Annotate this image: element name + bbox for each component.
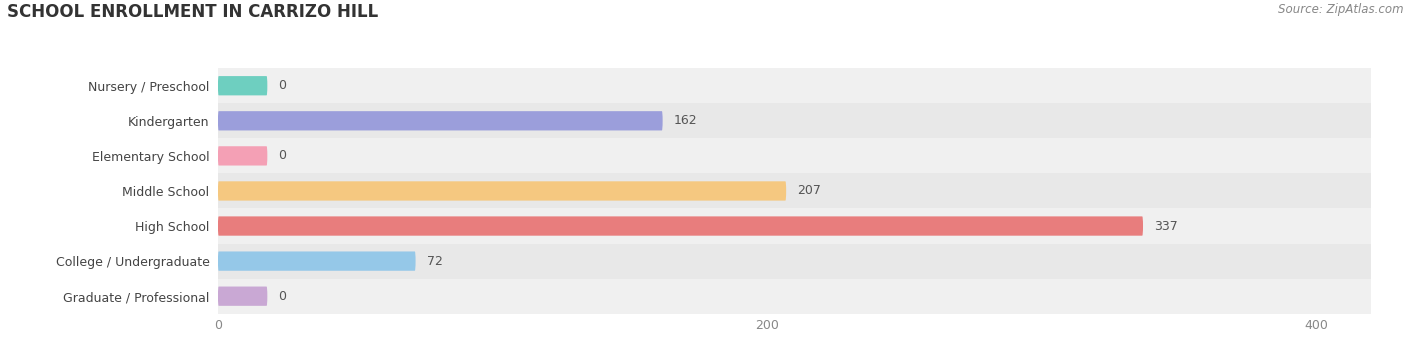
Bar: [218, 138, 1371, 174]
Text: SCHOOL ENROLLMENT IN CARRIZO HILL: SCHOOL ENROLLMENT IN CARRIZO HILL: [7, 3, 378, 21]
Text: 337: 337: [1154, 220, 1178, 233]
Bar: [218, 279, 1371, 314]
FancyBboxPatch shape: [218, 251, 416, 271]
Bar: [218, 208, 1371, 243]
Text: 0: 0: [278, 149, 287, 162]
Bar: [218, 174, 1371, 208]
Text: 0: 0: [278, 290, 287, 303]
Text: 0: 0: [278, 79, 287, 92]
Bar: [218, 243, 1371, 279]
FancyBboxPatch shape: [218, 76, 267, 95]
FancyBboxPatch shape: [218, 146, 267, 165]
Text: 72: 72: [426, 255, 443, 268]
FancyBboxPatch shape: [218, 111, 662, 131]
Text: 207: 207: [797, 184, 821, 197]
FancyBboxPatch shape: [218, 217, 1143, 236]
FancyBboxPatch shape: [218, 286, 267, 306]
Bar: [218, 103, 1371, 138]
Text: 162: 162: [673, 114, 697, 127]
FancyBboxPatch shape: [218, 181, 786, 201]
Text: Source: ZipAtlas.com: Source: ZipAtlas.com: [1278, 3, 1403, 16]
Bar: [218, 68, 1371, 103]
